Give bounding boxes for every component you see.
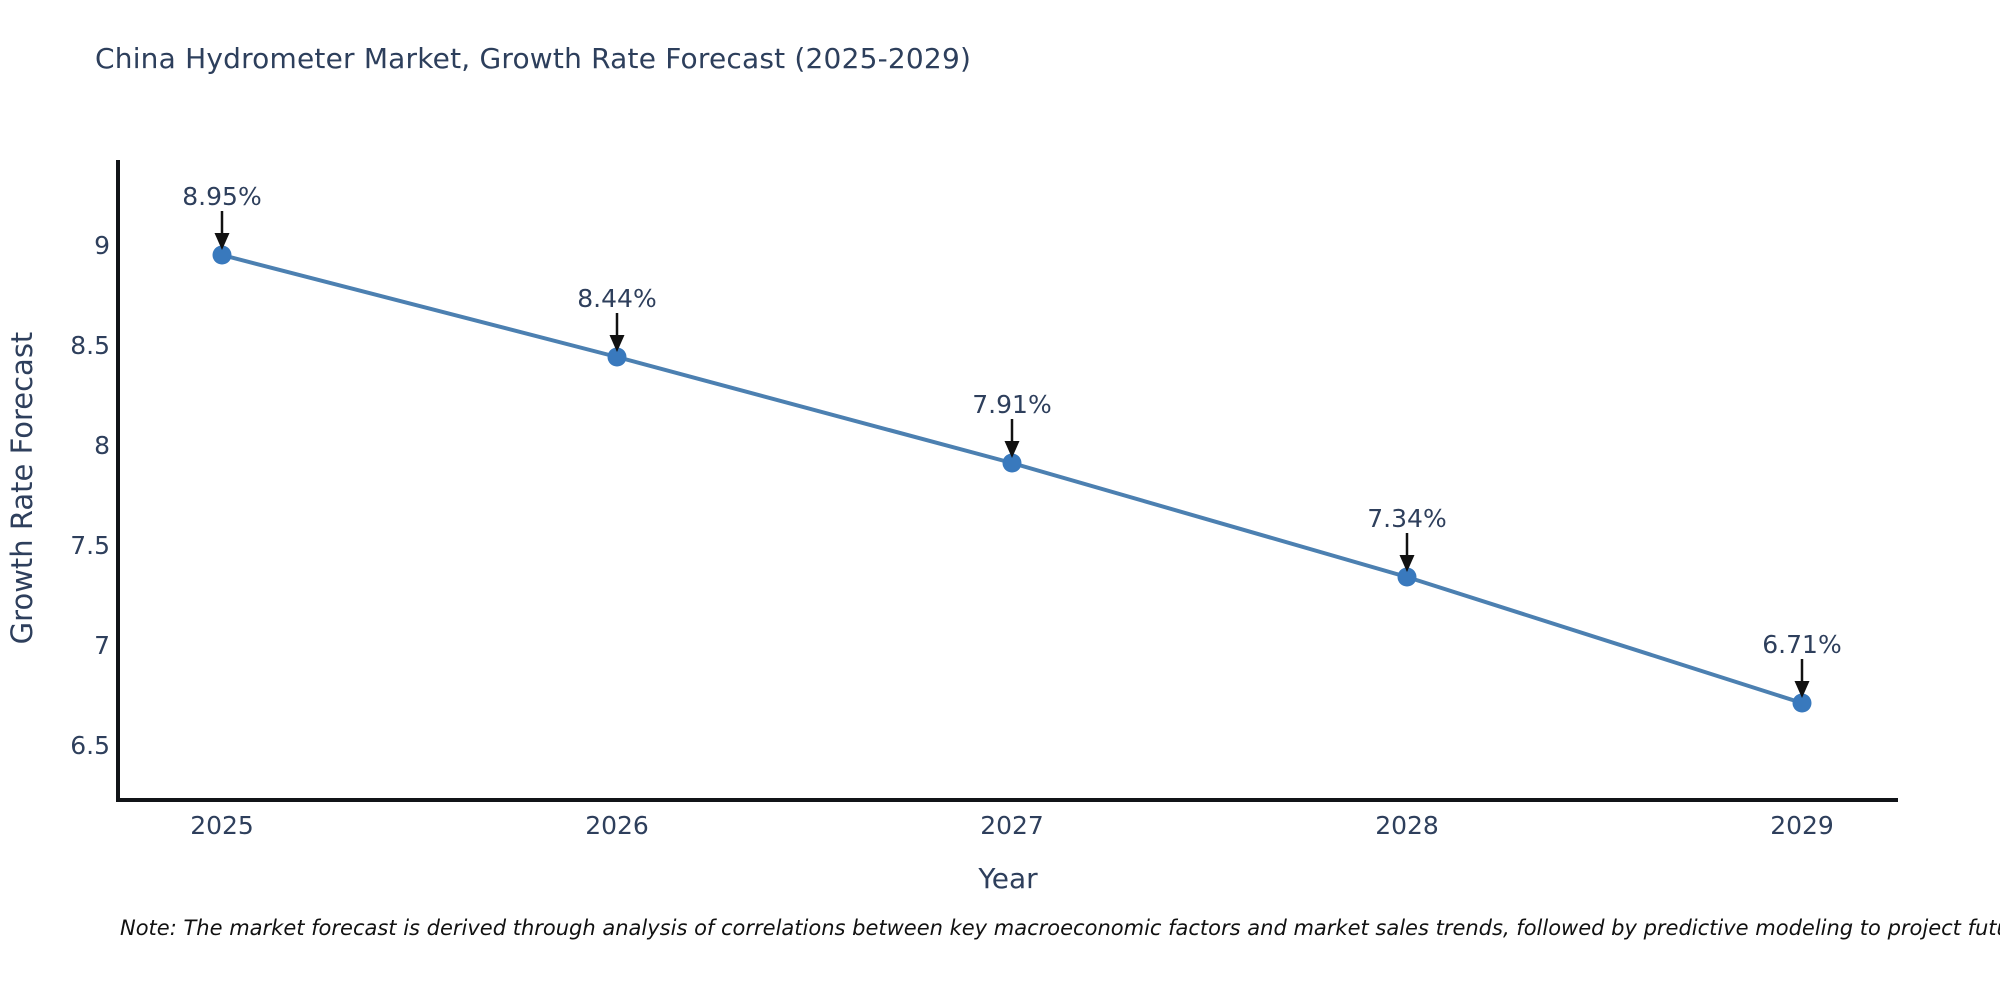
point-label: 8.95% — [182, 182, 261, 211]
x-axis-title: Year — [977, 862, 1038, 895]
point-label: 7.34% — [1367, 504, 1446, 533]
line-chart: 6.5 7 7.5 8 8.5 9 2025 2026 2027 2028 2029 Growth R… — [5, 160, 1898, 895]
y-tick-label: 7 — [94, 631, 110, 660]
point-label: 8.44% — [577, 284, 656, 313]
series-line — [220, 253, 1804, 705]
annotation-arrowhead-icon — [1004, 441, 1020, 458]
y-axis-title: Growth Rate Forecast — [5, 332, 39, 645]
y-tick-label: 8 — [94, 431, 110, 460]
y-tick-label: 6.5 — [70, 731, 110, 760]
annotation-arrowhead-icon — [1794, 681, 1810, 698]
x-tick-label: 2028 — [1375, 811, 1439, 840]
x-tick-label: 2025 — [190, 811, 254, 840]
y-tick-label: 7.5 — [70, 531, 110, 560]
x-tick-label: 2026 — [585, 811, 649, 840]
point-label: 6.71% — [1762, 630, 1841, 659]
annotation-arrowhead-icon — [1399, 555, 1415, 572]
y-tick-label: 9 — [94, 231, 110, 260]
x-tick-label: 2027 — [980, 811, 1044, 840]
x-tick-label: 2029 — [1770, 811, 1834, 840]
point-label: 7.91% — [972, 390, 1051, 419]
footnote: Note: The market forecast is derived thr… — [120, 916, 2000, 940]
data-point — [1397, 567, 1417, 587]
annotation-arrowhead-icon — [214, 233, 230, 250]
data-point — [1002, 453, 1022, 473]
annotation-arrowhead-icon — [609, 335, 625, 352]
chart-title: China Hydrometer Market, Growth Rate For… — [95, 42, 972, 75]
data-point — [1792, 693, 1812, 713]
data-point — [607, 347, 627, 367]
y-tick-label: 8.5 — [70, 331, 110, 360]
data-point — [212, 245, 232, 265]
